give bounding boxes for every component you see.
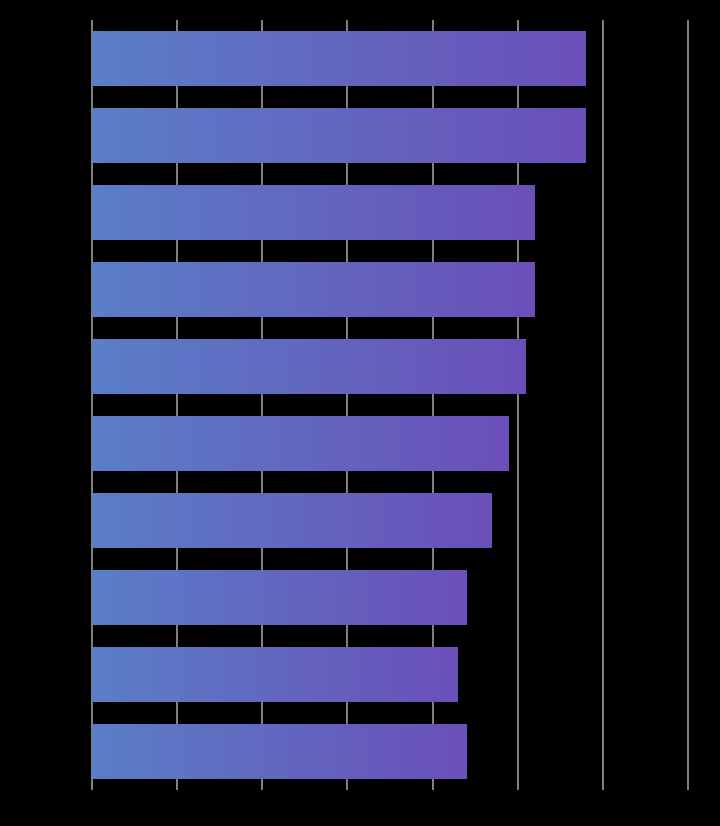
bar <box>92 493 492 548</box>
bar <box>92 262 535 317</box>
x-gridline <box>687 20 689 790</box>
x-gridline <box>602 20 604 790</box>
bar <box>92 647 458 702</box>
bar <box>92 185 535 240</box>
plot-area <box>92 20 688 790</box>
bar <box>92 108 586 163</box>
bar <box>92 416 509 471</box>
bar <box>92 724 467 779</box>
bar <box>92 339 526 394</box>
bar <box>92 31 586 86</box>
chart-container <box>0 0 720 826</box>
bar <box>92 570 467 625</box>
